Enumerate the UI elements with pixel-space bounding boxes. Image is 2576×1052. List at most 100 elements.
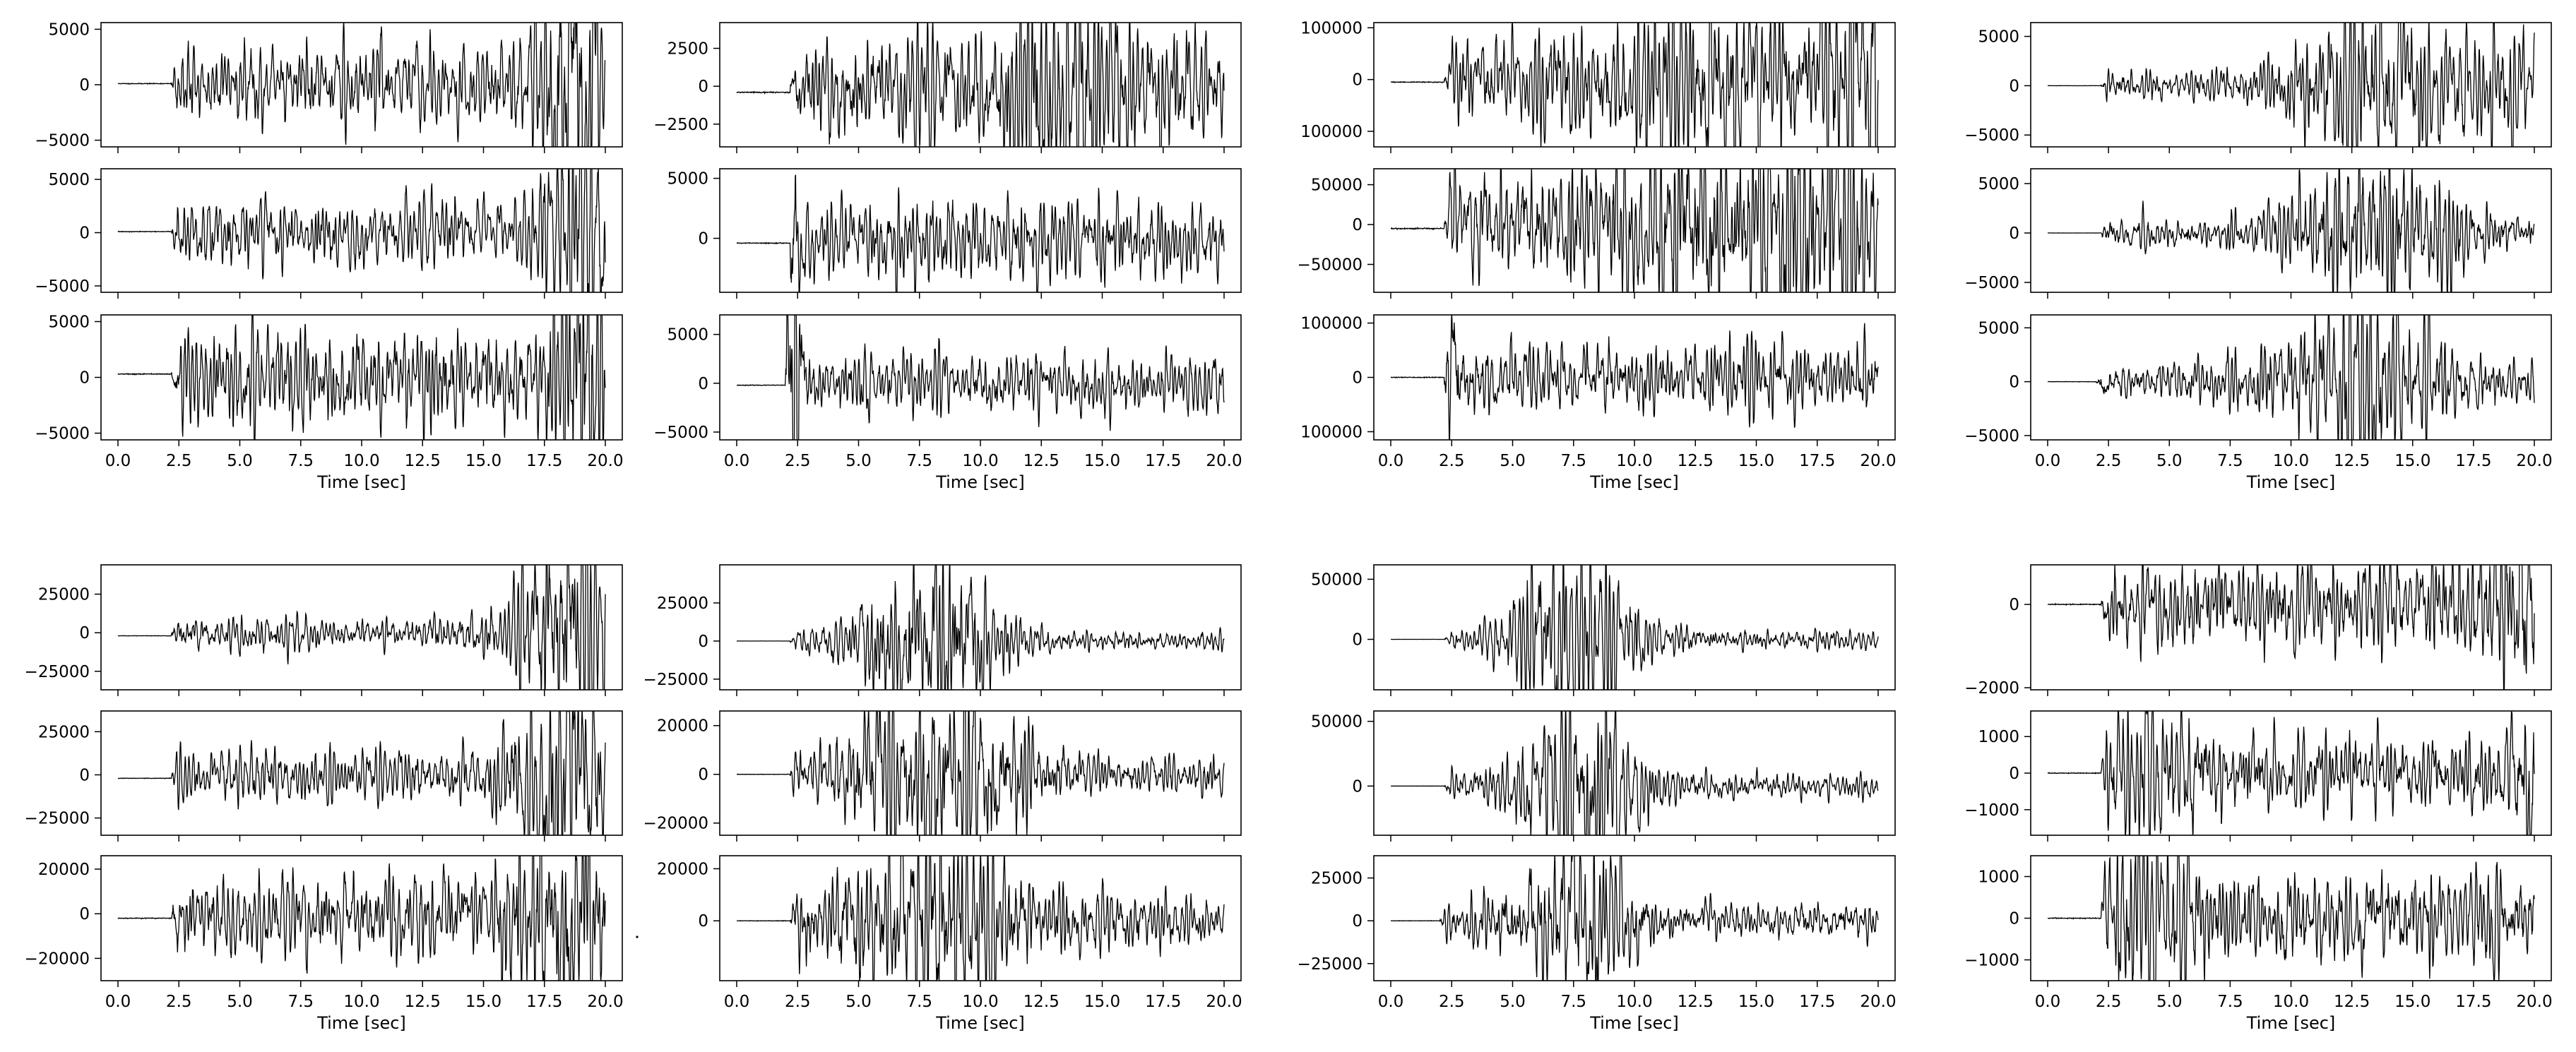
seismogram-panel: 20000 0 −20000 (643, 710, 1242, 842)
x-tick-label: 12.5 (2334, 993, 2370, 1011)
x-tick-label: 10.0 (2273, 993, 2309, 1011)
seismogram-panel: 25000 0 −25000 (25, 710, 623, 842)
x-tick-label: 2.5 (166, 452, 192, 470)
seismogram-panel: 5000 0 (667, 168, 1242, 299)
x-tick-label: 15.0 (2394, 993, 2430, 1011)
waveform-line (736, 23, 1225, 147)
y-tick-label: 50000 (1311, 177, 1363, 195)
chart-column-2: 25000 0 −25000 20000 0 −20000 20000 0 0.0 2.5 5.0 7… (643, 564, 1242, 1033)
x-tick-label: 5.0 (227, 993, 253, 1011)
y-tick-label: −25000 (25, 663, 90, 681)
seismogram-panel: 50000 0 (1311, 564, 1896, 696)
x-tick-label: 2.5 (785, 452, 811, 470)
x-tick-label: 12.5 (2334, 452, 2370, 470)
y-tick-label: 100000 (1300, 19, 1363, 37)
y-tick-label: −50000 (1298, 256, 1363, 274)
y-tick-label: 25000 (1311, 870, 1363, 888)
y-tick-label: 0 (1352, 216, 1363, 234)
x-tick-label: 15.0 (2394, 452, 2430, 470)
seismogram-panel: 20000 0 0.0 2.5 5.0 7.5 10.0 12.5 15.0 17.5 20.0 Ti… (657, 855, 1242, 1033)
x-tick-label: 7.5 (2217, 452, 2243, 470)
x-tick-label: 15.0 (465, 993, 501, 1011)
y-tick-label: 0 (698, 633, 708, 651)
y-tick-label: −1000 (1964, 952, 2019, 970)
y-tick-label: 0 (1352, 631, 1363, 650)
y-tick-label: 20000 (38, 861, 90, 879)
x-tick-label: 0.0 (105, 452, 131, 470)
x-tick-label: 0.0 (105, 993, 131, 1011)
x-tick-label: 5.0 (845, 452, 872, 470)
y-tick-label: 25000 (657, 594, 708, 613)
y-tick-label: 25000 (38, 586, 90, 604)
y-tick-label: 0 (79, 225, 90, 243)
x-tick-label: 15.0 (1084, 452, 1120, 470)
x-tick-label: 17.5 (1799, 452, 1835, 470)
y-tick-label: 50000 (1311, 570, 1363, 589)
waveform-line (1391, 565, 1879, 690)
seismogram-panel: 50000 0 −50000 (1298, 168, 1896, 299)
seismogram-panel: 1000 0 −1000 (1964, 710, 2552, 842)
x-tick-label: 2.5 (2096, 993, 2122, 1011)
y-tick-label: 1000 (1978, 868, 2019, 887)
seismogram-panel: 2500 0 −2500 (653, 22, 1242, 153)
y-tick-label: 0 (698, 375, 708, 393)
waveform-line (737, 315, 1225, 440)
x-tick-label: 5.0 (227, 452, 253, 470)
chart-column-1: 5000 0 −5000 5000 0 −5000 5000 0 −5000 0.0 2.5 5.0 7… (35, 20, 623, 492)
x-tick-label: 0.0 (2035, 993, 2061, 1011)
waveform-line (2047, 169, 2535, 292)
y-tick-label: 5000 (1978, 175, 2019, 193)
waveform-line (1390, 711, 1879, 835)
x-tick-label: 15.0 (1738, 993, 1774, 1011)
y-tick-label: 0 (698, 230, 708, 249)
x-tick-label: 7.5 (1560, 993, 1586, 1011)
y-tick-label: −2000 (1964, 679, 2019, 698)
y-tick-label: 5000 (667, 326, 708, 345)
x-tick-label: 7.5 (287, 452, 314, 470)
y-tick-label: −25000 (643, 671, 708, 689)
seismogram-panel: 100000 0 100000 0.0 2.5 5.0 7.5 10.0 12.5 15.0 17.… (1300, 314, 1897, 492)
x-tick-label: 10.0 (343, 993, 379, 1011)
seismogram-panel: 25000 0 −25000 0.0 2.5 5.0 7.5 10.0 12.5 15.0 17.5… (1298, 855, 1897, 1033)
waveform-line (2047, 315, 2535, 440)
seismogram-panel: 5000 0 −5000 (1964, 168, 2552, 299)
seismogram-panel: 5000 0 −5000 (1964, 22, 2552, 153)
x-tick-label: 2.5 (166, 993, 192, 1011)
seismogram-panel: 25000 0 −25000 (643, 564, 1242, 696)
seismogram-panel: 25000 0 −25000 (25, 564, 623, 696)
y-tick-label: 0 (2009, 373, 2019, 392)
y-tick-label: −5000 (35, 425, 90, 443)
y-tick-label: 100000 (1300, 315, 1363, 333)
x-tick-label: 10.0 (962, 452, 998, 470)
waveform-line (2047, 711, 2535, 835)
y-tick-label: −5000 (1964, 274, 2019, 292)
waveform-line (117, 23, 606, 147)
x-tick-label: 0.0 (1378, 452, 1404, 470)
y-tick-label: 5000 (48, 20, 90, 39)
chart-column-3: 100000 0 100000 50000 0 −50000 100000 0 100000 0.… (1298, 19, 1897, 492)
waveform-line (2047, 23, 2535, 147)
chart-column-3: 50000 0 50000 0 25000 0 −25000 0.0 2.5 5.0 7.5 10.0… (1298, 564, 1897, 1033)
x-tick-label: 5.0 (2156, 993, 2183, 1011)
x-tick-label: 2.5 (1439, 993, 1465, 1011)
x-tick-label: 0.0 (1378, 993, 1404, 1011)
y-tick-label: 25000 (38, 723, 90, 741)
y-tick-label: −1000 (1964, 801, 2019, 820)
y-tick-label: 0 (79, 624, 90, 642)
y-tick-label: 0 (79, 369, 90, 388)
y-tick-label: 0 (79, 766, 90, 784)
x-axis-label: Time [sec] (2246, 472, 2336, 492)
seismogram-panel: 50000 0 (1311, 710, 1896, 842)
x-tick-label: 10.0 (2273, 452, 2309, 470)
x-tick-label: 20.0 (587, 993, 623, 1011)
seismogram-panel: 0 −2000 (1964, 564, 2552, 698)
seismogram-panel: 5000 0 −5000 0.0 2.5 5.0 7.5 10.0 12.5 15.0 17.5 20… (1964, 314, 2553, 492)
x-tick-label: 12.5 (405, 452, 441, 470)
waveform-line (736, 711, 1225, 835)
y-tick-label: −5000 (35, 277, 90, 296)
y-tick-label: −25000 (25, 810, 90, 828)
y-tick-label: −20000 (25, 950, 90, 968)
x-tick-label: 20.0 (2516, 452, 2552, 470)
